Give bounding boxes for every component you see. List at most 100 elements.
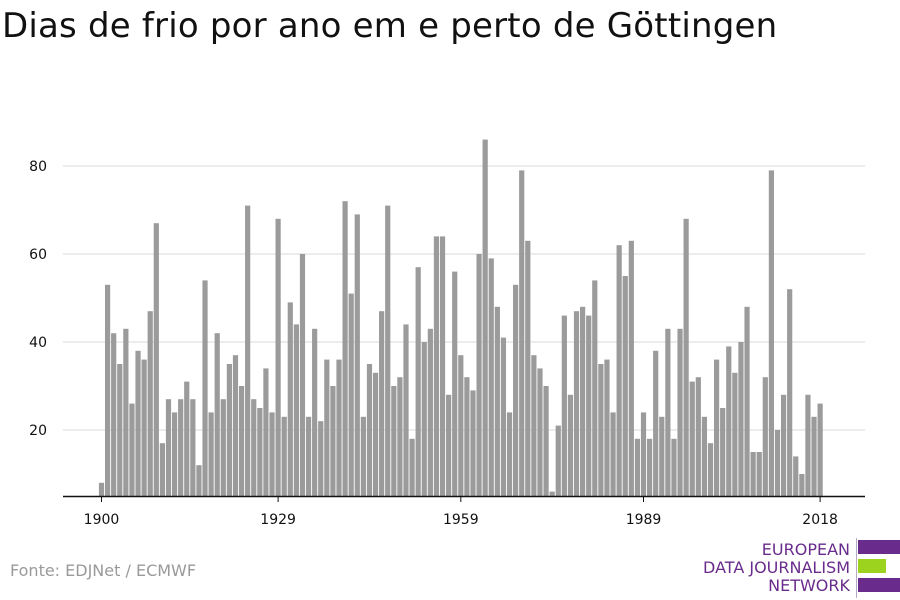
- bar-1943: [360, 416, 366, 496]
- bar-1965: [494, 306, 500, 496]
- bar-1967: [506, 412, 513, 496]
- bar-1974: [549, 491, 555, 496]
- bar-1971: [531, 355, 537, 496]
- bar-1984: [610, 412, 616, 496]
- bar-1918: [208, 412, 214, 496]
- bar-1907: [141, 359, 147, 496]
- bar-2007: [750, 452, 756, 496]
- bar-2004: [732, 372, 738, 496]
- x-tick-label: 2018: [802, 512, 838, 528]
- bar-1972: [537, 368, 543, 496]
- bar-1990: [647, 438, 653, 496]
- bar-1946: [379, 311, 385, 496]
- bar-1944: [366, 364, 373, 496]
- bar-2017: [811, 416, 817, 496]
- bar-2006: [744, 306, 750, 496]
- bar-1911: [165, 399, 172, 496]
- bar-1979: [580, 306, 586, 496]
- bar-1983: [604, 359, 610, 496]
- bar-1992: [659, 416, 665, 496]
- bar-1932: [293, 324, 299, 496]
- bar-1927: [263, 368, 269, 496]
- bar-1913: [178, 399, 184, 496]
- bar-1929: [275, 218, 281, 497]
- bar-1995: [677, 328, 683, 496]
- bar-1994: [671, 438, 677, 496]
- bar-1977: [567, 394, 574, 496]
- bar-2013: [787, 289, 793, 496]
- bar-1981: [592, 280, 598, 496]
- bar-1936: [318, 421, 324, 496]
- y-tick-label: 80: [29, 159, 47, 175]
- bar-1934: [305, 416, 312, 496]
- bar-1985: [616, 245, 622, 496]
- bar-1991: [653, 350, 659, 496]
- bar-1926: [257, 408, 263, 496]
- chart-title: Dias de frio por ano em e perto de Götti…: [2, 6, 778, 46]
- y-tick-label: 40: [29, 335, 47, 351]
- source-label: Fonte: EDJNet / ECMWF: [10, 561, 197, 580]
- bar-1980: [586, 315, 592, 496]
- bar-1970: [525, 240, 531, 496]
- bar-2000: [707, 443, 714, 496]
- bars: [98, 139, 823, 497]
- x-tick-label: 1959: [443, 512, 479, 528]
- bar-1960: [464, 377, 470, 496]
- bar-1969: [519, 170, 525, 496]
- bar-2018: [817, 403, 823, 496]
- bar-2014: [793, 456, 799, 496]
- bar-1902: [111, 333, 117, 496]
- bar-1978: [573, 311, 580, 496]
- bar-1945: [372, 372, 379, 496]
- bar-1939: [336, 359, 342, 496]
- bar-2002: [720, 408, 726, 496]
- logo-divider: [856, 538, 857, 598]
- bar-1908: [147, 311, 153, 496]
- bar-1914: [184, 381, 190, 496]
- bar-1956: [439, 236, 446, 496]
- bar-2003: [726, 346, 732, 496]
- bar-1903: [117, 364, 123, 496]
- bar-1966: [500, 337, 507, 496]
- bar-1935: [312, 328, 318, 496]
- bar-1910: [159, 443, 165, 496]
- bar-1928: [269, 412, 275, 496]
- bar-1938: [330, 386, 336, 496]
- bar-1961: [470, 390, 476, 496]
- bar-1976: [561, 315, 567, 496]
- logo-text-line2: DATA JOURNALISM: [703, 558, 850, 577]
- bar-1955: [433, 236, 440, 496]
- y-axis-labels: 20 40 60 80: [29, 159, 47, 439]
- bar-1954: [427, 328, 433, 496]
- y-tick-label: 20: [29, 423, 47, 439]
- bar-2015: [799, 474, 805, 496]
- bar-1957: [446, 394, 452, 496]
- bar-1924: [245, 205, 251, 496]
- bar-1950: [403, 324, 409, 496]
- bar-1917: [202, 280, 208, 496]
- bar-1993: [665, 328, 671, 496]
- bar-2012: [780, 394, 787, 496]
- bar-1968: [513, 284, 519, 496]
- logo-bar-top: [858, 540, 900, 554]
- bar-1964: [488, 258, 494, 496]
- logo-bar-bottom: [858, 578, 900, 592]
- bar-1909: [153, 223, 159, 496]
- bar-1901: [104, 284, 111, 496]
- x-axis: 1900 1929 1959 1989 2018: [63, 495, 865, 528]
- bar-1919: [214, 333, 220, 496]
- bar-1997: [689, 381, 695, 496]
- y-tick-label: 60: [29, 247, 47, 263]
- bar-1996: [683, 218, 689, 497]
- bar-1963: [482, 139, 488, 496]
- bar-2005: [738, 342, 744, 496]
- bar-1973: [543, 386, 549, 496]
- bar-1952: [415, 267, 421, 496]
- bar-1999: [701, 416, 708, 496]
- bar-1933: [299, 254, 306, 496]
- bar-1937: [324, 359, 330, 496]
- bar-1989: [640, 412, 647, 496]
- bar-1905: [129, 403, 135, 496]
- bar-1916: [196, 465, 202, 496]
